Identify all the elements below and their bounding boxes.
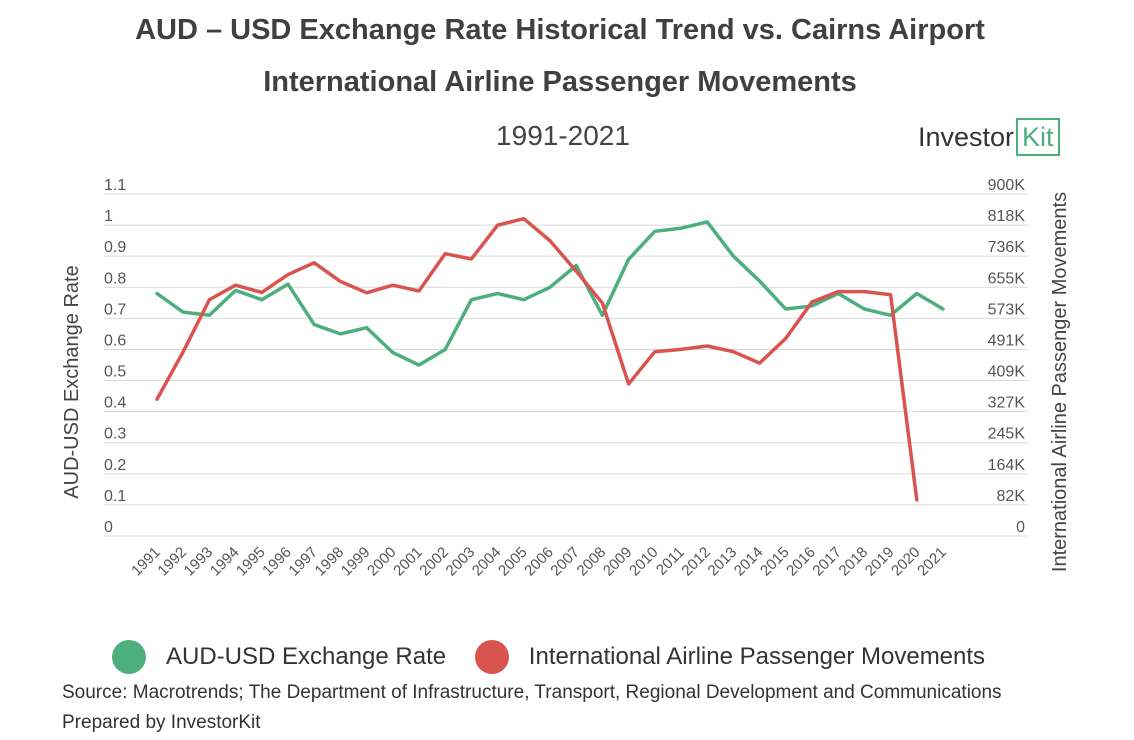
x-axis-tick-label: 2017 — [809, 544, 845, 580]
x-axis-tick-label: 2021 — [914, 544, 950, 580]
legend-marker-aud — [112, 640, 146, 674]
legend-item-passengers[interactable]: International Airline Passenger Movement… — [474, 640, 986, 674]
left-axis-tick-label: 0.1 — [104, 488, 126, 505]
chart-legend: AUD-USD Exchange Rate International Airl… — [112, 640, 1007, 681]
left-axis-tick-label: 0.6 — [104, 332, 126, 349]
right-axis-tick-label: 327K — [988, 395, 1026, 412]
x-axis-tick-label: 2011 — [653, 544, 688, 579]
legend-marker-passengers — [474, 640, 509, 674]
legend-label-aud: AUD-USD Exchange Rate — [166, 643, 447, 670]
x-axis-tick-label: 2014 — [731, 544, 767, 580]
right-axis-tick-label: 736K — [988, 239, 1026, 256]
left-axis-tick-label: 0.9 — [104, 239, 126, 256]
right-axis-tick-label: 818K — [988, 208, 1026, 225]
x-axis-tick-label: 1992 — [154, 544, 190, 580]
x-axis-tick-label: 1991 — [128, 544, 164, 580]
series-line-passengers — [155, 216, 919, 502]
right-axis-tick-label: 491K — [988, 332, 1026, 349]
x-axis-tick-label: 2018 — [836, 544, 872, 580]
x-axis-tick-label: 2001 — [390, 544, 426, 580]
x-axis-tick-label: 1997 — [285, 544, 321, 580]
right-axis-tick-label: 82K — [997, 488, 1026, 505]
x-axis-tick-label: 2003 — [443, 544, 479, 580]
right-axis-tick-label: 245K — [988, 426, 1026, 443]
left-axis-label: AUD-USD Exchange Rate — [61, 265, 83, 498]
x-axis-tick-label: 2008 — [574, 544, 610, 580]
left-axis-tick-label: 0.7 — [104, 301, 126, 318]
x-axis-tick-label: 2010 — [626, 544, 662, 580]
x-axis-tick-label: 2002 — [416, 544, 452, 580]
x-axis-tick-label: 2012 — [678, 544, 714, 580]
right-axis-tick-label: 164K — [988, 457, 1026, 474]
right-axis-label: International Airline Passenger Movement… — [1049, 192, 1071, 572]
investorkit-logo: Investor Kit — [918, 118, 1060, 156]
prepared-by-note: Prepared by InvestorKit — [62, 712, 261, 733]
x-axis-tick-label: 1998 — [312, 544, 348, 580]
x-axis-tick-label: 2005 — [495, 544, 531, 580]
left-axis-tick-label: 0.8 — [104, 270, 126, 287]
right-axis-tick-label: 409K — [988, 364, 1026, 381]
legend-item-aud[interactable]: AUD-USD Exchange Rate — [112, 640, 446, 674]
left-axis-tick-label: 0.5 — [104, 364, 126, 381]
x-axis-tick-label: 1996 — [259, 544, 295, 580]
right-axis-tick-label: 900K — [988, 177, 1026, 194]
left-axis-tick-label: 0.2 — [104, 457, 126, 474]
left-axis-tick-label: 0.3 — [104, 426, 126, 443]
right-axis-tick-label: 0 — [1016, 519, 1025, 536]
left-axis-tick-label: 0 — [104, 519, 113, 536]
x-axis-tick-label: 1993 — [181, 544, 217, 580]
x-axis-tick-label: 2007 — [547, 544, 583, 580]
left-axis-tick-label: 0.4 — [104, 395, 126, 412]
right-axis-tick-label: 573K — [988, 301, 1026, 318]
x-axis-tick-label: 1994 — [207, 544, 243, 580]
x-axis-tick-label: 1999 — [338, 544, 374, 580]
left-axis-tick-label: 1 — [104, 208, 113, 225]
x-axis-tick-label: 2016 — [783, 544, 819, 580]
x-axis-tick-label: 2015 — [757, 544, 793, 580]
chart-title-line-2: International Airline Passenger Movement… — [263, 66, 857, 98]
x-axis-tick-label: 2000 — [364, 544, 400, 580]
chart-subtitle: 1991-2021 — [496, 120, 630, 151]
x-axis-tick-label: 2006 — [521, 544, 557, 580]
right-axis-tick-label: 655K — [988, 270, 1026, 287]
logo-box-text: Kit — [1016, 118, 1060, 156]
source-note: Source: Macrotrends; The Department of I… — [62, 682, 1002, 703]
left-axis-tick-label: 1.1 — [104, 177, 126, 194]
x-axis-tick-label: 2019 — [862, 544, 898, 580]
series-line-aud-usd — [155, 220, 945, 367]
x-axis-tick-label: 2013 — [705, 544, 741, 580]
x-axis-tick-label: 2004 — [469, 544, 505, 580]
x-axis-tick-label: 2009 — [600, 544, 636, 580]
chart-title-line-1: AUD – USD Exchange Rate Historical Trend… — [135, 14, 985, 46]
x-axis-tick-label: 2020 — [888, 544, 924, 580]
x-axis-tick-label: 1995 — [233, 544, 269, 580]
logo-text: Investor — [918, 122, 1015, 152]
legend-label-passengers: International Airline Passenger Movement… — [528, 643, 986, 670]
